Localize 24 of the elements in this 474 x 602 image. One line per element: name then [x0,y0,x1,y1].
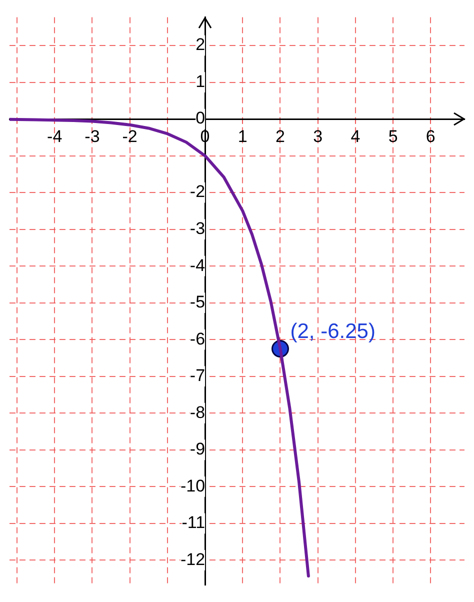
y-tick-label: -9 [190,440,206,459]
x-tick-label: 6 [426,126,436,146]
x-tick-label: 4 [350,126,360,146]
x-tick-label: -3 [84,126,100,146]
x-tick-label: -4 [47,126,62,146]
y-tick-label: 1 [196,72,206,91]
y-tick-label: -2 [190,182,206,202]
x-tick-label: 2 [276,126,285,146]
y-tick-label: -4 [190,256,206,275]
y-tick-label: -3 [190,219,206,238]
x-tick-label: 1 [238,126,248,146]
y-tick-label: -6 [190,329,206,348]
y-tick-label: -11 [182,513,206,532]
x-tick-label: 5 [388,126,398,146]
x-tick-label: 3 [313,126,323,146]
y-tick-label: -5 [190,292,206,312]
x-tick-label: -2 [122,126,138,146]
y-tick-label: -10 [180,476,206,496]
y-tick-label: -8 [190,402,206,422]
y-tick-label: -7 [190,366,206,386]
y-tick-label: 2 [196,35,206,54]
y-tick-label: 0 [196,108,206,128]
annotation: (2, -6.25) [290,320,376,344]
y-tick-label: -12 [180,550,206,569]
